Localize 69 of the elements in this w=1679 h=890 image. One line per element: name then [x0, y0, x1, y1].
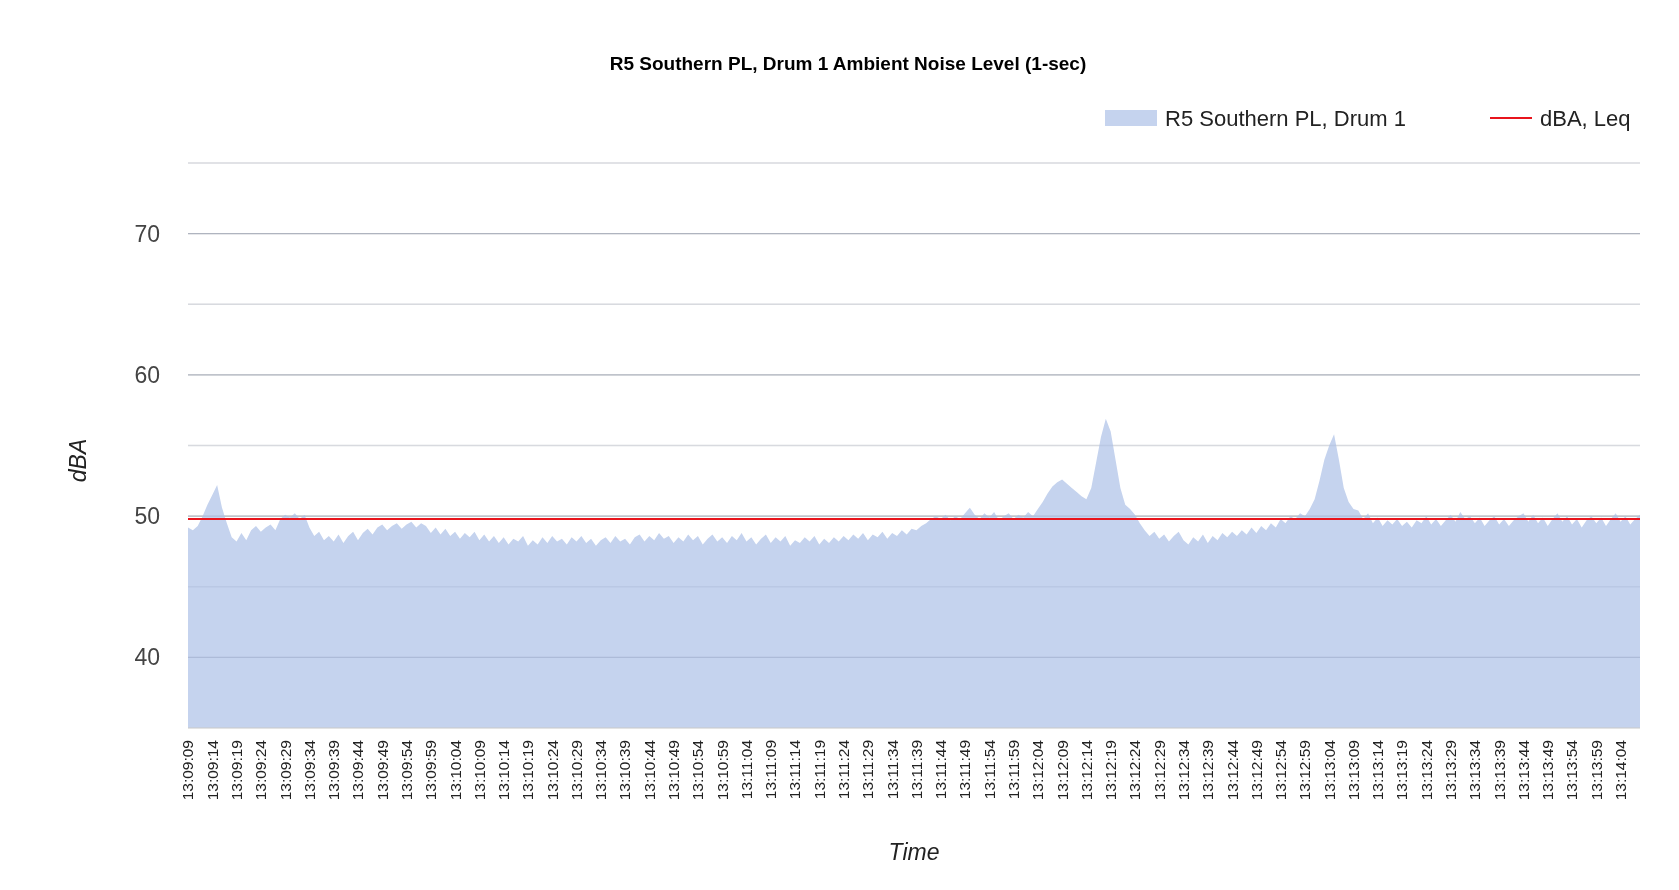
- x-tick-label: 13:09:59: [422, 740, 440, 801]
- x-tick-label: 13:10:04: [446, 739, 464, 801]
- y-tick-label: 40: [134, 644, 160, 671]
- x-tick-label: 13:11:59: [1004, 740, 1022, 800]
- x-tick-label: 13:12:39: [1199, 740, 1217, 801]
- x-tick-label: 13:12:19: [1102, 740, 1120, 801]
- x-tick-label: 13:11:19: [810, 740, 828, 800]
- x-tick-label: 13:12:59: [1296, 740, 1314, 801]
- x-tick-label: 13:09:29: [276, 740, 294, 801]
- x-tick-label: 13:10:54: [689, 739, 707, 801]
- x-tick-label: 13:09:54: [397, 739, 415, 801]
- x-tick-label: 13:11:44: [932, 739, 950, 800]
- x-tick-label: 13:12:04: [1029, 739, 1047, 801]
- y-tick-label: 70: [134, 220, 160, 247]
- x-tick-label: 13:10:34: [592, 739, 610, 801]
- x-tick-label: 13:12:24: [1126, 739, 1144, 801]
- x-tick-label: 13:10:59: [713, 740, 731, 801]
- x-tick-label: 13:11:39: [907, 740, 925, 800]
- x-tick-label: 13:09:14: [203, 739, 221, 801]
- x-tick-label: 13:12:09: [1053, 740, 1071, 801]
- x-tick-label: 13:13:54: [1563, 739, 1581, 801]
- x-tick-label: 13:13:14: [1369, 739, 1387, 801]
- x-tick-label: 13:10:19: [519, 740, 537, 801]
- x-tick-label: 13:10:49: [665, 740, 683, 801]
- x-axis-title: Time: [888, 839, 940, 865]
- x-tick-label: 13:13:44: [1514, 739, 1532, 801]
- x-tick-label: 13:09:19: [227, 740, 245, 801]
- x-tick-label: 13:13:19: [1393, 740, 1411, 801]
- x-tick-label: 13:10:24: [543, 739, 561, 801]
- x-tick-label: 13:12:54: [1272, 739, 1290, 801]
- x-tick-label: 13:13:04: [1320, 739, 1338, 801]
- chart-title: R5 Southern PL, Drum 1 Ambient Noise Level (1-sec): [609, 53, 1087, 74]
- y-axis-title: dBA: [65, 438, 91, 483]
- x-tick-label: 13:11:24: [835, 739, 853, 800]
- x-tick-label: 13:13:34: [1466, 739, 1484, 801]
- x-tick-label: 13:14:04: [1612, 739, 1629, 801]
- x-tick-label: 13:13:49: [1539, 740, 1557, 801]
- x-tick-label: 13:12:29: [1150, 740, 1168, 801]
- x-tick-label: 13:13:39: [1490, 740, 1508, 801]
- x-tick-label: 13:11:34: [883, 739, 901, 800]
- y-tick-label: 60: [134, 361, 160, 388]
- x-tick-label: 13:11:29: [859, 740, 877, 800]
- x-tick-label: 13:12:14: [1077, 739, 1095, 801]
- x-tick-label: 13:09:39: [325, 740, 343, 801]
- legend-label: dBA, Leq: [1540, 105, 1631, 131]
- x-tick-label: 13:10:39: [616, 740, 634, 801]
- x-tick-label: 13:10:09: [470, 740, 488, 801]
- x-tick-label: 13:10:14: [495, 739, 513, 801]
- legend-label: R5 Southern PL, Drum 1: [1165, 105, 1406, 131]
- x-tick-label: 13:11:49: [956, 740, 974, 800]
- x-tick-label: 13:13:59: [1587, 740, 1605, 801]
- x-tick-label: 13:12:44: [1223, 739, 1241, 801]
- y-tick-label: 50: [134, 503, 160, 530]
- x-tick-label: 13:13:24: [1417, 739, 1435, 801]
- x-tick-label: 13:09:44: [349, 739, 367, 801]
- x-tick-label: 13:10:44: [640, 739, 658, 801]
- x-tick-label: 13:09:34: [300, 739, 318, 801]
- x-tick-label: 13:12:49: [1247, 740, 1265, 801]
- x-tick-label: 13:11:04: [737, 739, 755, 800]
- x-tick-label: 13:11:54: [980, 739, 998, 800]
- x-tick-label: 13:12:34: [1174, 739, 1192, 801]
- x-tick-label: 13:11:14: [786, 739, 804, 800]
- x-tick-label: 13:09:49: [373, 740, 391, 801]
- x-tick-label: 13:11:09: [762, 740, 780, 800]
- x-tick-label: 13:13:09: [1344, 740, 1362, 801]
- x-tick-label: 13:10:29: [567, 740, 585, 801]
- x-tick-label: 13:13:29: [1442, 740, 1460, 801]
- x-tick-label: 13:09:24: [252, 739, 270, 801]
- x-tick-label: 13:09:09: [179, 740, 197, 801]
